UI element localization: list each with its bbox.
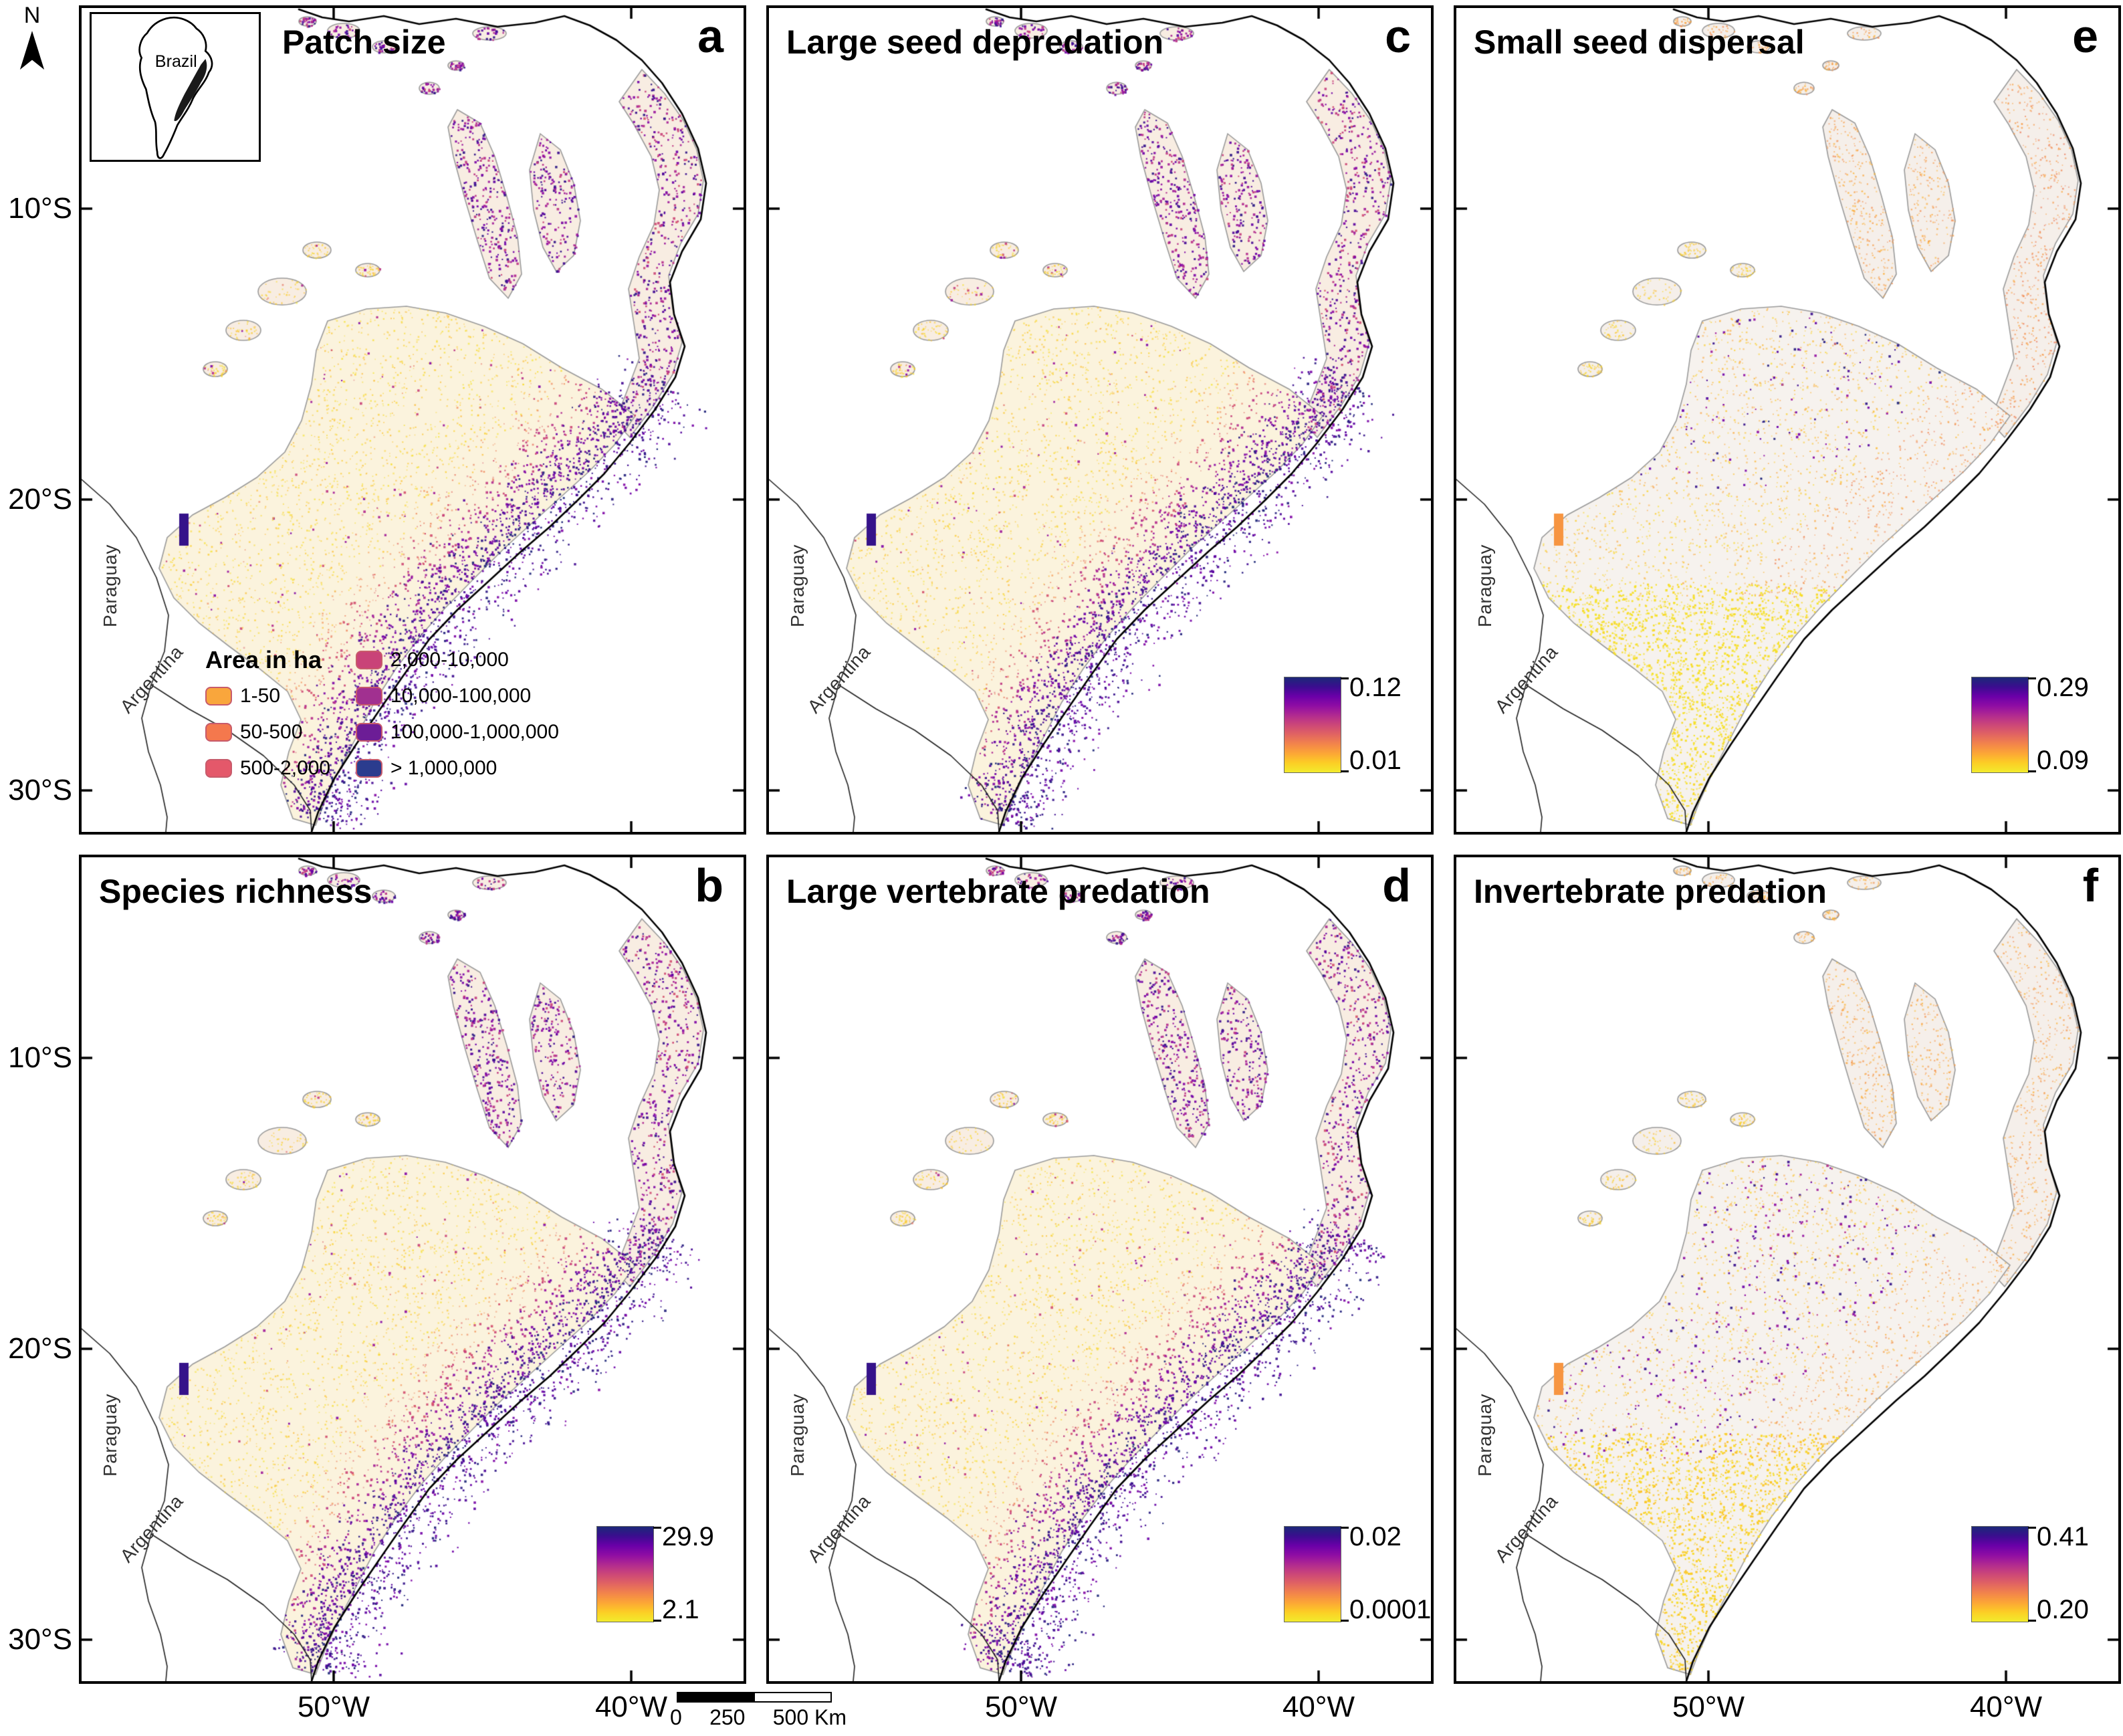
panel-d-letter: d <box>1382 859 1411 911</box>
panel-species-richness: Species richness b 29.9 2.1 Paraguay Arg… <box>79 855 746 1684</box>
legend-item: 2,000-10,000 <box>356 649 559 671</box>
colorbar-gradient <box>1971 677 2036 773</box>
south-america-outline <box>138 16 213 159</box>
legend-label: 2,000-10,000 <box>390 649 509 671</box>
legend-swatch <box>356 723 382 742</box>
scale-bar-labels: 0 250 500 Km <box>670 1705 847 1730</box>
legend-label: 500-2,000 <box>240 757 331 779</box>
north-label: N <box>23 3 41 28</box>
legend-label: 50-500 <box>240 721 303 743</box>
legend-item: 50-500 <box>205 721 356 744</box>
paraguay-label: Paraguay <box>100 1394 120 1477</box>
legend-swatch <box>356 759 382 778</box>
legend-item: 100,000-1,000,000 <box>356 721 559 744</box>
scale-tick-unit: 500 Km <box>772 1705 847 1729</box>
legend-item: 500-2,000 <box>205 757 356 780</box>
scale-bar-segment-white <box>754 1693 830 1701</box>
panel-a-title: Patch size <box>282 23 446 61</box>
colorbar-max: 0.29 <box>2037 673 2089 702</box>
scale-bar: 0 250 500 Km <box>670 1692 853 1730</box>
panel-c-title: Large seed depredation <box>786 23 1164 61</box>
panel-e-title: Small seed dispersal <box>1474 23 1805 61</box>
lat-tick-label: 20°S <box>8 1332 72 1365</box>
legend-swatch <box>205 687 232 706</box>
colorbar-min: 0.01 <box>1349 746 1402 775</box>
lat-tick-label: 30°S <box>8 1623 72 1656</box>
panel-b-letter: b <box>695 859 723 911</box>
panel-small-seed-dispersal: Small seed dispersal e 0.29 0.09 Paragua… <box>1454 5 2121 835</box>
colorbar: 29.9 2.1 <box>596 1522 741 1624</box>
panel-d-title: Large vertebrate predation <box>786 873 1210 910</box>
paraguay-label: Paraguay <box>1474 1394 1495 1477</box>
panel-e-letter: e <box>2072 10 2098 62</box>
legend-item: 10,000-100,000 <box>356 685 559 708</box>
north-arrow-icon <box>19 31 45 70</box>
lon-tick-label: 50°W <box>984 1691 1058 1723</box>
lat-tick-label: 20°S <box>8 483 72 516</box>
panel-large-vertebrate-predation: Large vertebrate predation d 0.02 0.0001… <box>766 855 1434 1684</box>
colorbar-gradient <box>1284 677 1349 773</box>
legend-item: > 1,000,000 <box>356 757 559 780</box>
colorbar-min: 0.20 <box>2037 1595 2089 1624</box>
panel-patch-size: Brazil Patch size a Area in ha 1-50 50-5… <box>79 5 746 835</box>
colorbar-min: 0.09 <box>2037 746 2089 775</box>
panel-b-title: Species richness <box>99 873 372 910</box>
colorbar-gradient <box>596 1526 661 1622</box>
lat-tick-label: 10°S <box>8 192 72 225</box>
paraguay-label: Paraguay <box>787 1394 808 1477</box>
panel-invertebrate-predation: Invertebrate predation f 0.41 0.20 Parag… <box>1454 855 2121 1684</box>
inset-brazil-label: Brazil <box>155 52 197 71</box>
legend-item: 1-50 <box>205 685 356 708</box>
colorbar-min: 2.1 <box>662 1595 699 1624</box>
legend-label: 100,000-1,000,000 <box>390 721 559 743</box>
legend-label: 1-50 <box>240 685 281 707</box>
paraguay-label: Paraguay <box>787 544 808 627</box>
panel-large-seed-depredation: Large seed depredation c 0.12 0.01 Parag… <box>766 5 1434 835</box>
colorbar-gradient <box>1284 1526 1349 1622</box>
lat-tick-label: 10°S <box>8 1041 72 1074</box>
colorbar-max: 0.12 <box>1349 673 1402 702</box>
colorbar: 0.02 0.0001 <box>1284 1522 1431 1624</box>
south-america-map: Brazil <box>138 16 213 159</box>
scale-tick: 250 <box>709 1705 746 1729</box>
lon-tick-label: 50°W <box>297 1691 370 1723</box>
legend-label: 10,000-100,000 <box>390 685 532 707</box>
lon-tick-label: 40°W <box>594 1691 668 1723</box>
scale-tick: 0 <box>670 1705 682 1729</box>
colorbar-min: 0.0001 <box>1349 1595 1432 1624</box>
south-america-inset: Brazil <box>90 12 261 162</box>
colorbar: 0.41 0.20 <box>1971 1522 2116 1624</box>
legend-label: > 1,000,000 <box>390 757 497 779</box>
lon-tick-label: 50°W <box>1672 1691 1745 1723</box>
colorbar-max: 0.41 <box>2037 1522 2089 1551</box>
scale-bar-segment-black <box>678 1693 754 1701</box>
lat-tick-label: 30°S <box>8 774 72 806</box>
atlantic-forest-extent <box>174 59 207 122</box>
colorbar: 0.29 0.09 <box>1971 673 2116 775</box>
panel-f-letter: f <box>2082 859 2098 911</box>
colorbar-max: 0.02 <box>1349 1522 1402 1551</box>
lon-tick-label: 40°W <box>1282 1691 1355 1723</box>
north-arrow: N <box>8 3 56 76</box>
patch-size-legend: Area in ha 1-50 50-500 500-2,000 2,000-1… <box>205 642 559 786</box>
colorbar-gradient <box>1971 1526 2036 1622</box>
scale-bar-graphic <box>677 1692 832 1703</box>
colorbar-max: 29.9 <box>662 1522 714 1551</box>
panel-c-letter: c <box>1385 10 1411 62</box>
lon-tick-label: 40°W <box>1969 1691 2043 1723</box>
panel-f-title: Invertebrate predation <box>1474 873 1827 910</box>
paraguay-label: Paraguay <box>100 544 120 627</box>
colorbar: 0.12 0.01 <box>1284 673 1428 775</box>
legend-swatch <box>356 651 382 669</box>
panel-a-letter: a <box>697 10 723 62</box>
legend-swatch <box>356 687 382 706</box>
legend-swatch <box>205 759 232 778</box>
legend-title: Area in ha <box>205 646 322 673</box>
paraguay-label: Paraguay <box>1474 544 1495 627</box>
legend-swatch <box>205 723 232 742</box>
